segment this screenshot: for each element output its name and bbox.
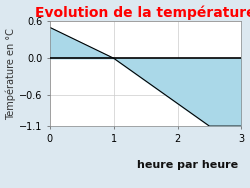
Text: heure par heure: heure par heure: [137, 160, 238, 170]
Y-axis label: Température en °C: Température en °C: [6, 28, 16, 120]
Title: Evolution de la température: Evolution de la température: [35, 6, 250, 20]
